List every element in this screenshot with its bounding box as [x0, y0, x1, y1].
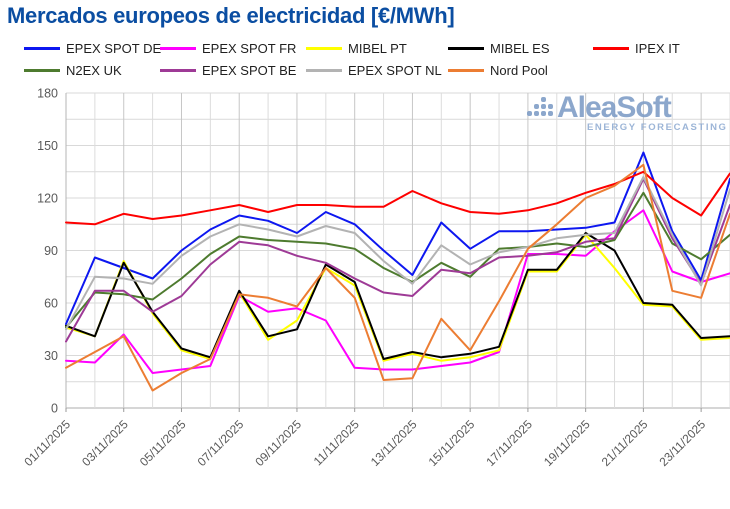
legend-item-mibel-es: MIBEL ES: [448, 38, 549, 58]
legend-label: EPEX SPOT BE: [202, 62, 297, 78]
legend-item-n2ex-uk: N2EX UK: [24, 60, 122, 80]
legend-item-ipex-it: IPEX IT: [593, 38, 680, 58]
y-tick-label: 90: [44, 244, 58, 258]
series-line-epex-spot-be: [65, 177, 730, 343]
legend-item-epex-spot-de: EPEX SPOT DE: [24, 38, 161, 58]
legend-label: EPEX SPOT NL: [348, 62, 442, 78]
legend-swatch: [306, 68, 342, 72]
aleasoft-dots-icon: [527, 95, 553, 117]
series-line-mibel-es: [65, 232, 730, 360]
x-tick-label: 07/11/2025: [195, 417, 247, 469]
legend-label: EPEX SPOT DE: [66, 40, 162, 56]
y-tick-label: 60: [44, 297, 58, 311]
x-tick-label: 19/11/2025: [541, 417, 593, 469]
x-tick-label: 23/11/2025: [657, 417, 709, 469]
legend-item-epex-spot-be: EPEX SPOT BE: [160, 60, 296, 80]
x-tick-label: 15/11/2025: [426, 417, 478, 469]
y-tick-label: 150: [37, 139, 58, 153]
legend-label: Nord Pool: [490, 62, 548, 78]
series-line-epex-spot-de: [65, 151, 730, 325]
x-tick-label: 03/11/2025: [79, 417, 131, 469]
legend-label: MIBEL ES: [490, 40, 550, 56]
chart-title: Mercados europeos de electricidad [€/MWh…: [7, 3, 455, 28]
series-line-nord-pool: [65, 163, 730, 392]
x-tick-label: 01/11/2025: [21, 417, 73, 469]
legend-item-epex-spot-nl: EPEX SPOT NL: [306, 60, 442, 80]
x-tick-label: 05/11/2025: [137, 417, 189, 469]
series-line-epex-spot-fr: [65, 209, 730, 374]
x-tick-label: 17/11/2025: [483, 417, 535, 469]
x-tick-label: 09/11/2025: [252, 417, 304, 469]
legend-label: MIBEL PT: [348, 40, 407, 56]
legend-item-mibel-pt: MIBEL PT: [306, 38, 407, 58]
series-line-n2ex-uk: [65, 191, 730, 329]
y-tick-label: 180: [37, 87, 58, 101]
legend-swatch: [593, 46, 629, 50]
legend-swatch: [24, 68, 60, 72]
aleasoft-watermark: AleaSoft ENERGY FORECASTING: [527, 91, 728, 133]
chart-legend: EPEX SPOT DE EPEX SPOT FR MIBEL PT MIBEL ES…: [0, 38, 730, 84]
y-tick-label: 120: [37, 192, 58, 206]
legend-swatch: [160, 68, 196, 72]
y-tick-label: 30: [44, 349, 58, 363]
series-line-epex-spot-nl: [65, 176, 730, 331]
legend-label: IPEX IT: [635, 40, 680, 56]
series-line-mibel-pt: [65, 233, 730, 362]
legend-swatch: [160, 46, 196, 50]
x-tick-label: 13/11/2025: [368, 417, 420, 469]
legend-swatch: [306, 46, 342, 50]
legend-swatch: [448, 46, 484, 50]
legend-swatch: [448, 68, 484, 72]
legend-swatch: [24, 46, 60, 50]
legend-item-nord-pool: Nord Pool: [448, 60, 548, 80]
legend-item-epex-spot-fr: EPEX SPOT FR: [160, 38, 296, 58]
legend-label: N2EX UK: [66, 62, 122, 78]
aleasoft-tagline-text: ENERGY FORECASTING: [587, 122, 728, 133]
aleasoft-brand-text: AleaSoft: [557, 91, 672, 124]
legend-label: EPEX SPOT FR: [202, 40, 297, 56]
x-tick-label: 11/11/2025: [311, 417, 362, 468]
y-tick-label: 0: [51, 402, 58, 416]
x-tick-label: 21/11/2025: [599, 417, 651, 469]
